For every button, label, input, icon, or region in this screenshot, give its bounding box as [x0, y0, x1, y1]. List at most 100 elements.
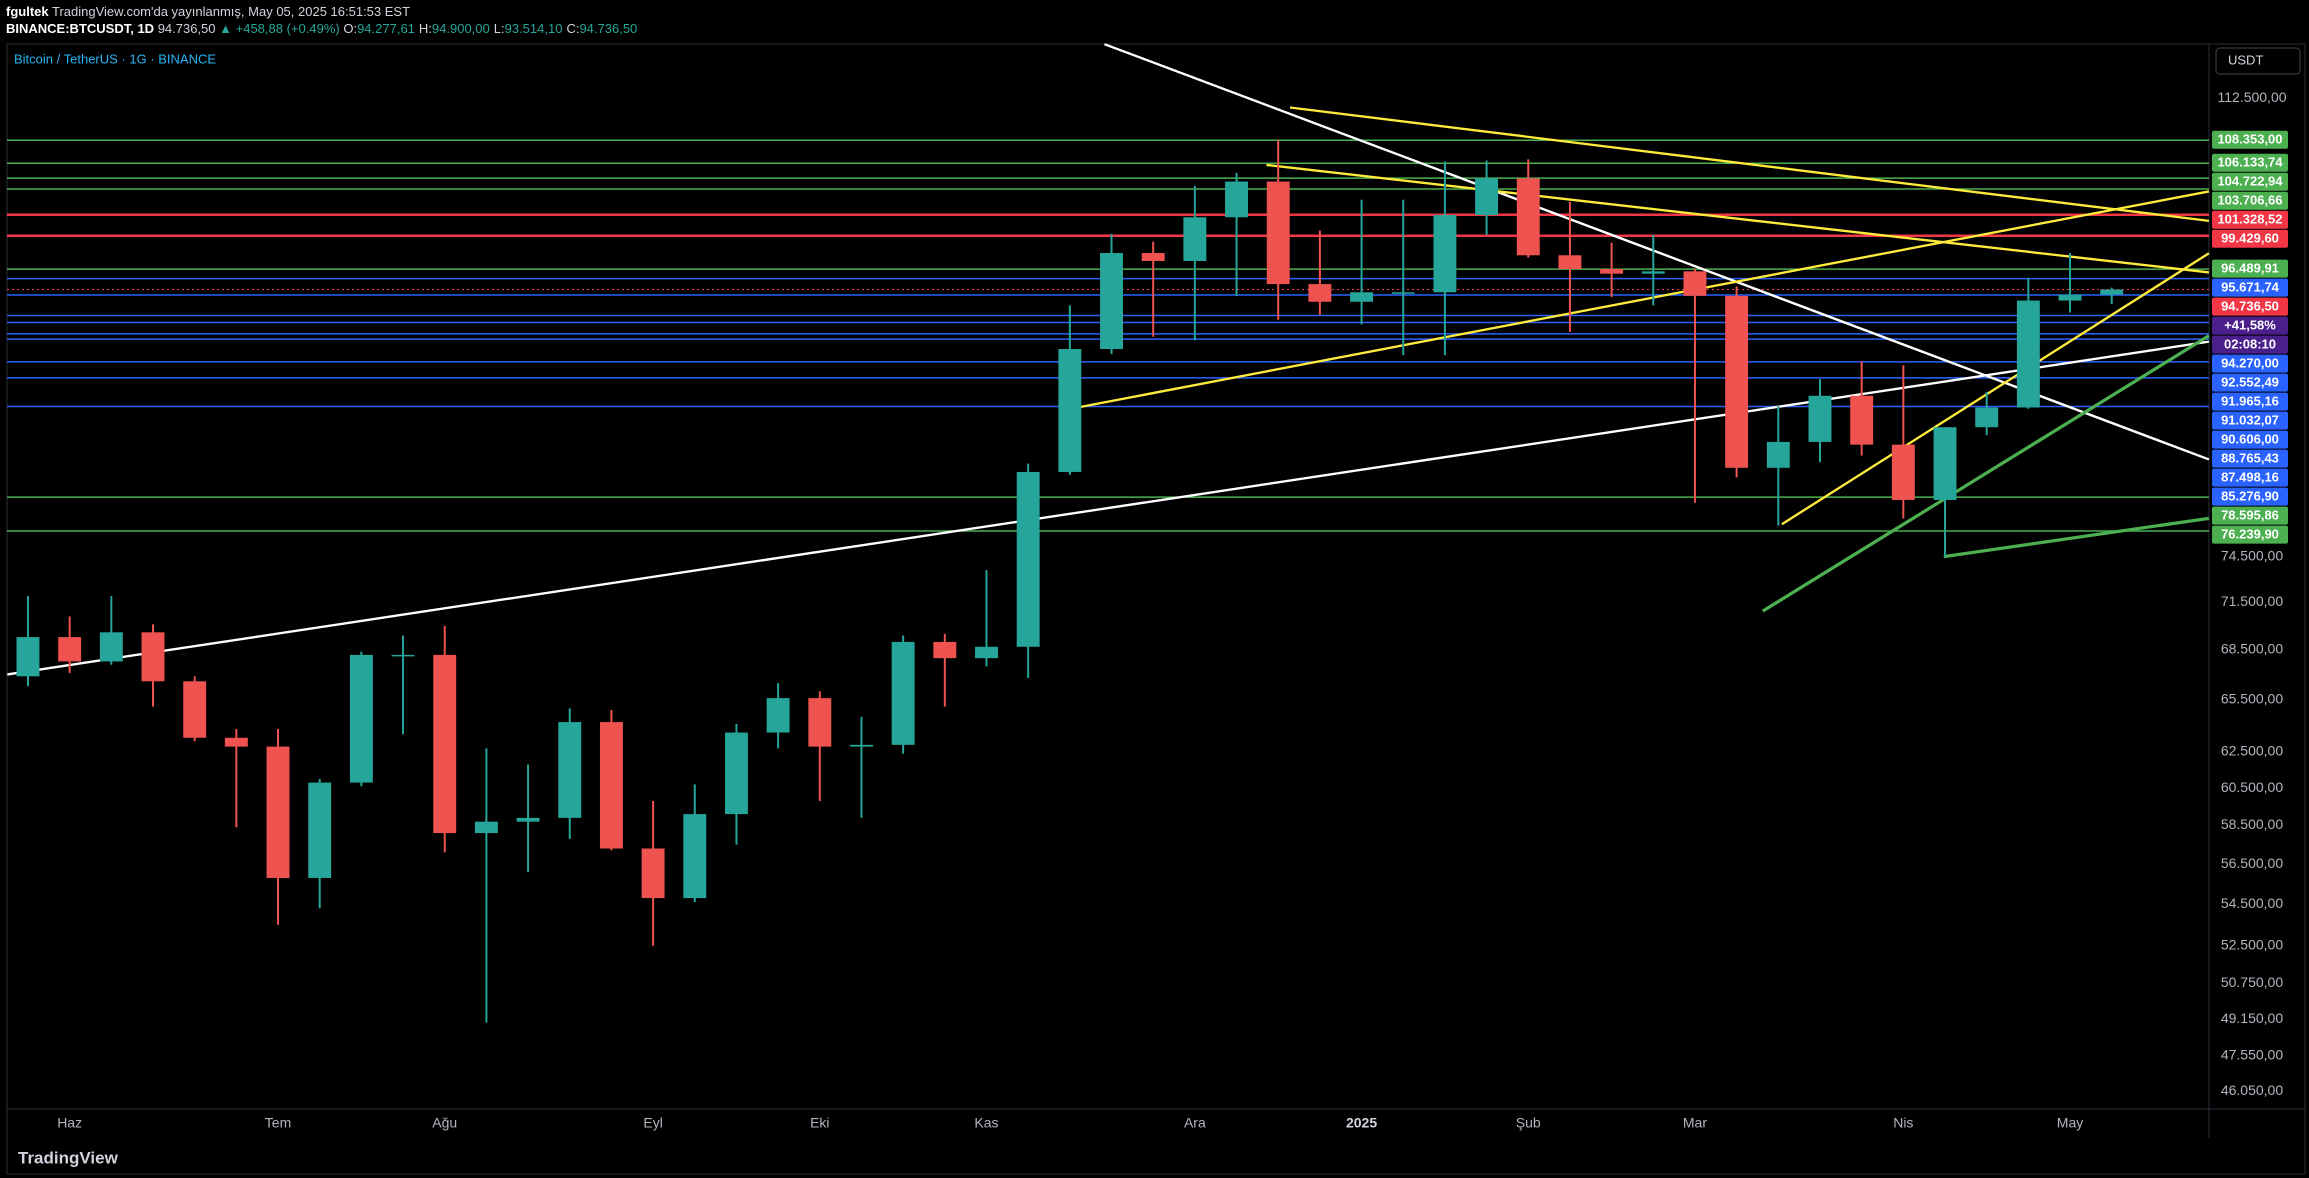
- level-tag-bg: [2212, 259, 2288, 278]
- level-tag: 85.276,90: [2221, 489, 2279, 504]
- x-tick-label: Şub: [1516, 1115, 1541, 1131]
- y-tick-label: 74.500,00: [2221, 547, 2283, 563]
- level-tag-bg: [2212, 411, 2288, 430]
- trendline: [1943, 516, 2210, 559]
- candle-body: [599, 722, 623, 849]
- ohlc-key: O:: [343, 21, 358, 36]
- level-tag: 91.965,16: [2221, 394, 2279, 409]
- level-tag: 88.765,43: [2221, 451, 2279, 466]
- level-tag-bg: [2212, 468, 2288, 487]
- candle-body: [2058, 294, 2082, 301]
- x-tick-label: May: [2057, 1115, 2083, 1131]
- currency[interactable]: USDT: [2228, 52, 2263, 67]
- candle-body: [99, 632, 123, 662]
- trendline: [1266, 163, 2210, 274]
- last-price-tag-bg: [2212, 297, 2288, 316]
- y-tick-label: 50.750,00: [2221, 974, 2283, 990]
- drawings: [7, 43, 2210, 676]
- y-tick-label: 60.500,00: [2221, 779, 2283, 795]
- trendline: [1289, 106, 2210, 223]
- price: 94.736,50: [157, 21, 216, 36]
- candle-body: [1558, 255, 1582, 270]
- level-tag: 78.595,86: [2221, 508, 2279, 523]
- currency-button[interactable]: [2215, 47, 2301, 75]
- level-tag: 76.239,90: [2221, 527, 2279, 542]
- chart-frame: [6, 43, 2306, 1175]
- y-tick-label: 49.150,00: [2221, 1010, 2283, 1026]
- candle-body: [1475, 178, 1499, 216]
- candle-body: [1933, 427, 1957, 500]
- countdown: 02:08:10: [2224, 337, 2276, 352]
- candle-body: [1975, 407, 1999, 428]
- level-tag-bg: [2212, 172, 2288, 191]
- candle-body: [1058, 349, 1082, 472]
- candle-body: [1100, 253, 1123, 350]
- y-tick-label: 68.500,00: [2221, 641, 2283, 657]
- candle-body: [1600, 269, 1624, 274]
- y-tick-label: 46.050,00: [2221, 1082, 2283, 1098]
- x-tick-label: Tem: [265, 1115, 291, 1131]
- candle-body: [1308, 284, 1332, 302]
- last-price-tag: 94.736,50: [2221, 299, 2279, 314]
- candle-body: [975, 646, 998, 659]
- y-tick-label: 56.500,00: [2221, 855, 2283, 871]
- published: TradingView.com'da yayınlanmış, May 05, …: [52, 4, 411, 19]
- candle-body: [1891, 444, 1915, 500]
- header-symbol-line: BINANCE:BTCUSDT, 1D 94.736,50 ▲ +458,88 …: [6, 21, 641, 36]
- candles: [16, 140, 2124, 1023]
- author: fgultek: [6, 4, 49, 19]
- candle-body: [850, 744, 873, 747]
- candle-body: [1850, 395, 1874, 445]
- trendline: [1781, 252, 2210, 526]
- candle-body: [391, 654, 415, 657]
- level-tag: 90.606,00: [2221, 432, 2279, 447]
- level-tag-bg: [2212, 506, 2288, 525]
- candle-body: [516, 817, 540, 822]
- trendline: [7, 340, 2210, 676]
- level-tag-bg: [2212, 525, 2288, 544]
- y-tick-label: 54.500,00: [2221, 895, 2283, 911]
- level-tag-bg: [2212, 487, 2288, 506]
- y-tick-label: 65.500,00: [2221, 691, 2283, 707]
- trendline: [1067, 190, 2210, 411]
- level-tag: 101.328,52: [2217, 212, 2282, 227]
- ohlc: O:94.277,61 H:94.900,00 L:93.514,10 C:94.73…: [343, 21, 641, 36]
- chart-legend: Bitcoin / TetherUS · 1G · BINANCE: [14, 51, 216, 66]
- level-tag-bg: [2212, 278, 2288, 297]
- candle-body: [1433, 215, 1457, 293]
- candle-body: [2016, 300, 2040, 408]
- x-tick-label: Haz: [57, 1115, 82, 1131]
- level-tag-bg: [2212, 373, 2288, 392]
- candle-body: [16, 637, 40, 677]
- y-tick-label: 52.500,00: [2221, 936, 2283, 952]
- candle-body: [58, 637, 82, 662]
- level-tag-bg: [2212, 153, 2288, 172]
- candle-body: [1725, 295, 1749, 468]
- candle-body: [1766, 441, 1790, 468]
- symbol: BINANCE:BTCUSDT, 1D: [6, 21, 155, 36]
- levels: [7, 139, 2209, 532]
- candle-body: [683, 814, 707, 899]
- header-line: fgultek TradingView.com'da yayınlanmış, …: [6, 4, 410, 19]
- ohlc-key: C:: [566, 21, 580, 36]
- x-tick-label: Ağu: [432, 1115, 457, 1131]
- candle-body: [308, 782, 332, 878]
- level-tag: 106.133,74: [2217, 155, 2283, 170]
- candle-body: [1266, 181, 1290, 285]
- candle-body: [349, 654, 373, 783]
- y-tick-label: 47.550,00: [2221, 1047, 2283, 1063]
- level-tag-bg: [2212, 229, 2288, 248]
- y-tick-label: 112.500,00: [2217, 89, 2286, 105]
- candle-body: [933, 641, 957, 659]
- level-tag-bg: [2212, 392, 2288, 411]
- candle-body: [266, 746, 290, 878]
- change: ▲ +458,88 (+0.49%): [219, 21, 340, 36]
- candle-body: [1016, 471, 1040, 647]
- candle-body: [1141, 253, 1165, 261]
- y-tick-label: 62.500,00: [2221, 743, 2283, 759]
- candle-body: [2100, 289, 2124, 295]
- countdown-bg: [2212, 335, 2288, 354]
- level-tag-bg: [2212, 130, 2288, 149]
